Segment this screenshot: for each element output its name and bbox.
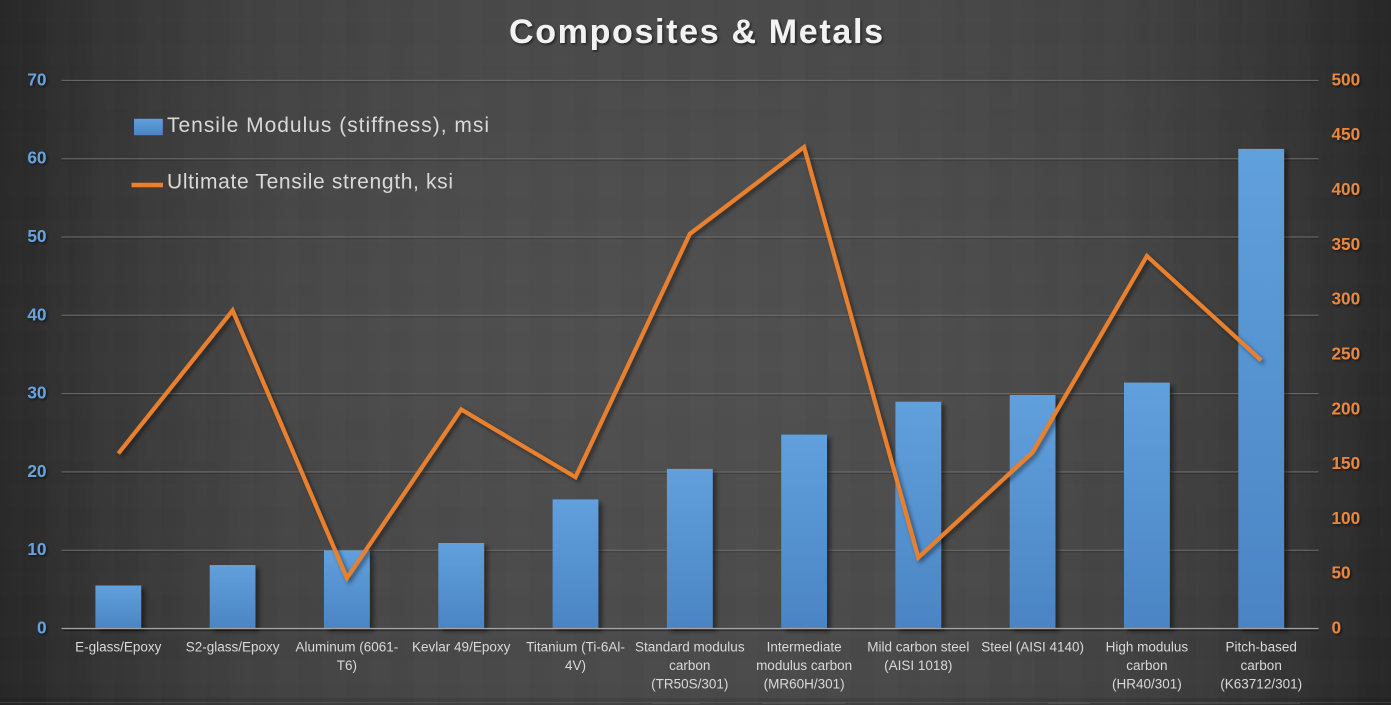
svg-text:Aluminum (6061-: Aluminum (6061- [296,639,399,654]
svg-text:carbon: carbon [669,658,710,673]
svg-text:50: 50 [27,226,46,246]
svg-text:50: 50 [1332,563,1351,583]
svg-text:150: 150 [1332,453,1361,473]
svg-text:Pitch-based: Pitch-based [1226,639,1297,654]
svg-text:Tensile Modulus (stiffness), m: Tensile Modulus (stiffness), msi [167,114,489,137]
svg-text:Titanium (Ti-6Al-: Titanium (Ti-6Al- [526,639,625,654]
svg-text:S2-glass/Epoxy: S2-glass/Epoxy [186,639,280,654]
svg-text:20: 20 [27,461,46,481]
svg-text:(HR40/301): (HR40/301) [1112,677,1182,692]
svg-text:Mild carbon steel: Mild carbon steel [867,639,969,654]
svg-text:100: 100 [1332,508,1361,528]
svg-text:40: 40 [27,304,46,324]
svg-text:450: 450 [1332,124,1361,144]
svg-text:(K63712/301): (K63712/301) [1220,677,1302,692]
svg-text:10: 10 [27,539,46,559]
svg-text:Kevlar 49/Epoxy: Kevlar 49/Epoxy [412,639,511,654]
svg-text:60: 60 [27,148,46,168]
svg-text:Ultimate Tensile strength, ksi: Ultimate Tensile strength, ksi [167,170,453,193]
svg-text:Composites & Metals: Composites & Metals [509,13,883,51]
svg-text:250: 250 [1332,343,1361,363]
svg-text:(MR60H/301): (MR60H/301) [764,677,845,692]
svg-text:carbon: carbon [1241,658,1282,673]
svg-text:(AISI 1018): (AISI 1018) [884,658,952,673]
svg-text:Standard modulus: Standard modulus [635,639,745,654]
svg-text:300: 300 [1332,289,1361,309]
svg-text:400: 400 [1332,179,1361,199]
svg-text:4V): 4V) [565,658,586,673]
svg-text:Steel (AISI 4140): Steel (AISI 4140) [981,639,1084,654]
svg-text:70: 70 [27,69,46,89]
svg-text:0: 0 [37,618,47,638]
svg-text:30: 30 [27,383,46,403]
svg-text:T6): T6) [337,658,357,673]
svg-text:200: 200 [1332,398,1361,418]
svg-text:(TR50S/301): (TR50S/301) [651,677,728,692]
svg-text:500: 500 [1332,69,1361,89]
svg-text:350: 350 [1332,234,1361,254]
svg-text:0: 0 [1332,618,1342,638]
svg-text:carbon: carbon [1126,658,1167,673]
svg-text:E-glass/Epoxy: E-glass/Epoxy [75,639,162,654]
svg-text:High modulus: High modulus [1106,639,1189,654]
svg-text:modulus carbon: modulus carbon [756,658,852,673]
svg-text:Intermediate: Intermediate [767,639,842,654]
